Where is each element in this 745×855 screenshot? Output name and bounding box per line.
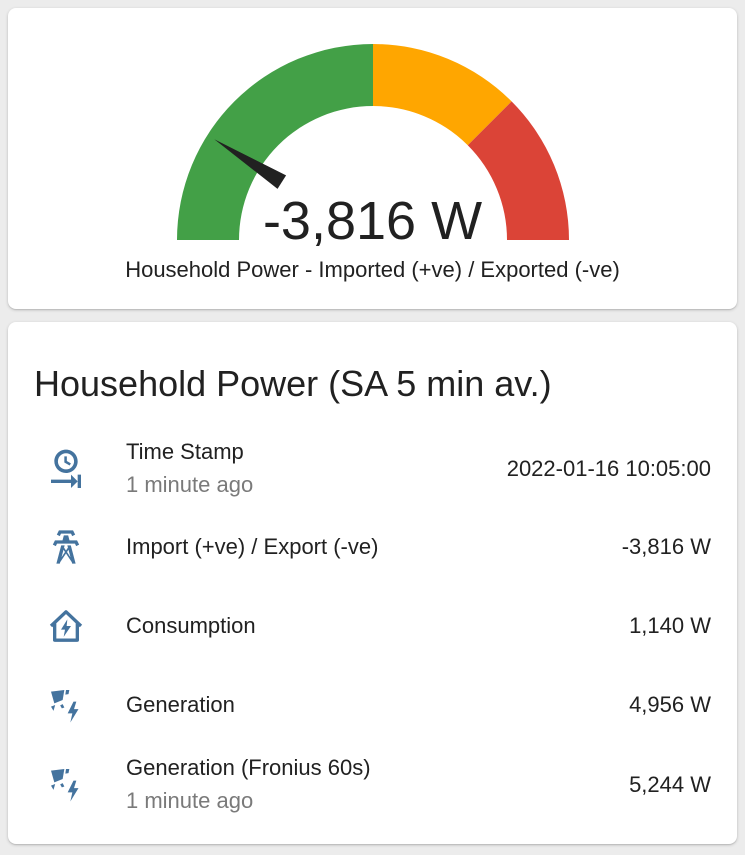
entities-card: Household Power (SA 5 min av.) Time Stam…	[8, 322, 737, 844]
gauge-segment-green	[177, 44, 373, 240]
card-title: Household Power (SA 5 min av.)	[34, 363, 552, 404]
entity-state: 5,244 W	[629, 772, 711, 797]
entity-name: Generation	[126, 692, 235, 717]
entity-row-generation[interactable]: Generation 4,956 W	[8, 670, 737, 740]
entity-row-time-stamp[interactable]: Time Stamp 1 minute ago 2022-01-16 10:05…	[8, 433, 737, 503]
entity-secondary: 1 minute ago	[126, 788, 254, 813]
entity-secondary: 1 minute ago	[126, 472, 254, 497]
gauge-card[interactable]: -3,816 W Household Power - Imported (+ve…	[8, 8, 737, 309]
home-lightning-icon	[46, 606, 86, 646]
entity-row-generation-fronius[interactable]: Generation (Fronius 60s) 1 minute ago 5,…	[8, 749, 737, 819]
gauge-value: -3,816 W	[262, 191, 483, 251]
solar-power-icon	[46, 685, 86, 725]
entity-name: Generation (Fronius 60s)	[126, 755, 371, 780]
entity-state: 1,140 W	[629, 613, 711, 638]
entity-row-consumption[interactable]: Consumption 1,140 W	[8, 591, 737, 661]
gauge-segment-orange	[373, 44, 512, 146]
entity-name: Time Stamp	[126, 439, 244, 464]
entity-name: Import (+ve) / Export (-ve)	[126, 534, 379, 559]
entity-name: Consumption	[126, 613, 256, 638]
entity-state: 4,956 W	[629, 692, 711, 717]
gauge-needle	[214, 139, 287, 189]
entity-state: -3,816 W	[621, 534, 711, 559]
clock-end-icon	[46, 448, 86, 488]
solar-power-icon	[46, 764, 86, 804]
transmission-tower-icon	[46, 527, 86, 567]
gauge-label: Household Power - Imported (+ve) / Expor…	[125, 257, 620, 282]
entity-state: 2022-01-16 10:05:00	[506, 456, 711, 481]
entity-row-import-export[interactable]: Import (+ve) / Export (-ve) -3,816 W	[8, 512, 737, 582]
gauge-dial	[177, 44, 569, 240]
gauge-segment-red	[467, 101, 569, 240]
